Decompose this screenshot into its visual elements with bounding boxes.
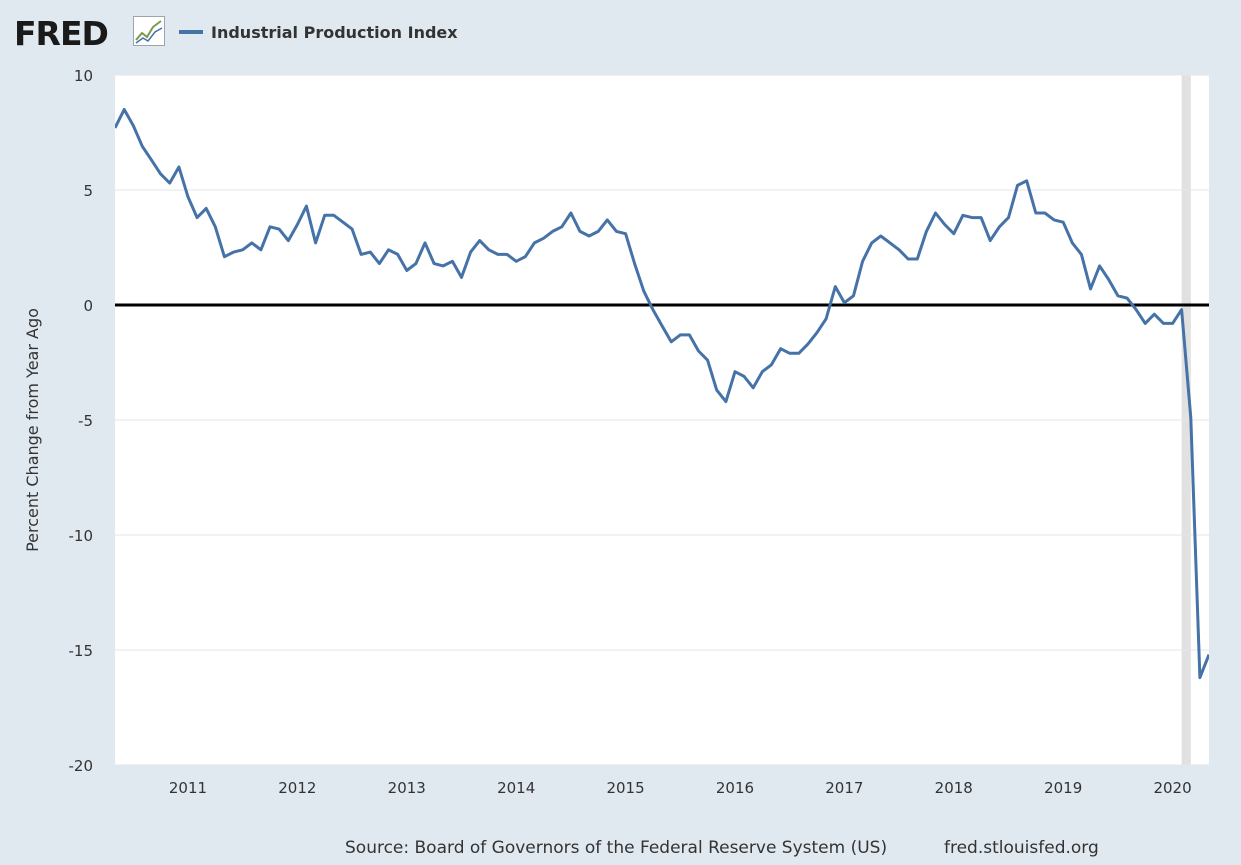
x-tick-label: 2020 xyxy=(1153,779,1191,797)
x-tick-label: 2014 xyxy=(497,779,535,797)
x-tick-label: 2012 xyxy=(278,779,316,797)
y-tick-label: 10 xyxy=(74,67,93,85)
y-axis-label: Percent Change from Year Ago xyxy=(23,308,42,552)
legend-label: Industrial Production Index xyxy=(211,22,458,42)
x-tick-label: 2011 xyxy=(169,779,207,797)
y-tick-label: -10 xyxy=(69,527,94,545)
x-tick-label: 2013 xyxy=(388,779,426,797)
site-url[interactable]: fred.stlouisfed.org xyxy=(944,838,1099,858)
legend-swatch xyxy=(179,30,203,34)
fred-chart-icon xyxy=(133,16,165,46)
x-tick-label: 2016 xyxy=(716,779,754,797)
series-line-industrial-production[interactable] xyxy=(115,108,1209,680)
chart-legend[interactable]: Industrial Production Index xyxy=(179,20,458,44)
fred-logo[interactable]: FRED xyxy=(14,14,109,53)
source-note: Source: Board of Governors of the Federa… xyxy=(345,838,888,858)
y-tick-label: -15 xyxy=(69,642,94,660)
y-tick-label: -5 xyxy=(78,412,93,430)
y-tick-label: 5 xyxy=(83,182,93,200)
y-tick-label: -20 xyxy=(69,757,94,775)
y-tick-label: 0 xyxy=(83,297,93,315)
x-tick-label: 2019 xyxy=(1044,779,1082,797)
x-tick-label: 2015 xyxy=(606,779,644,797)
x-tick-label: 2017 xyxy=(825,779,863,797)
x-tick-label: 2018 xyxy=(935,779,973,797)
